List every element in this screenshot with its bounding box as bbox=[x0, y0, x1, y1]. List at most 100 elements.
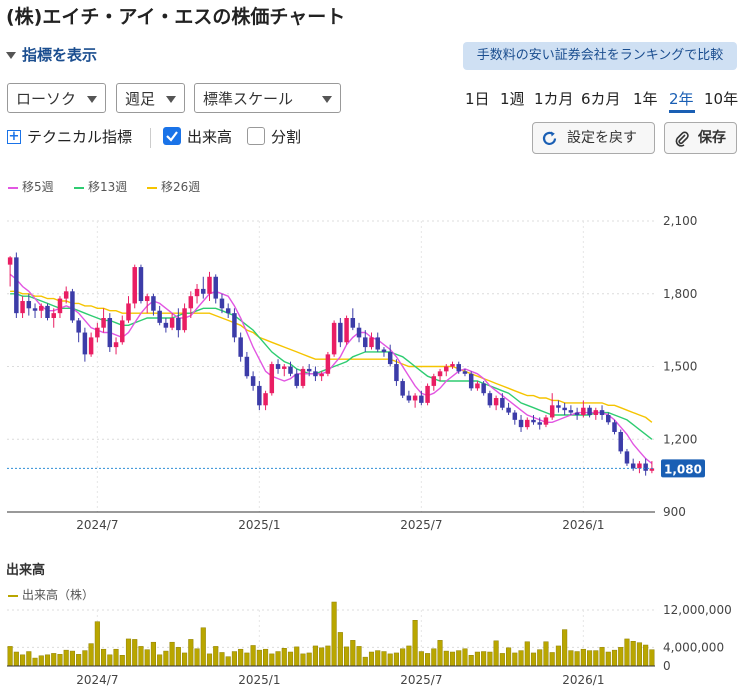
x-tick-label: 2026/1 bbox=[562, 518, 604, 532]
candle bbox=[76, 320, 81, 333]
plus-icon[interactable]: + bbox=[7, 129, 21, 144]
volume-bar bbox=[331, 601, 337, 667]
volume-bar bbox=[125, 638, 132, 667]
volume-bar bbox=[76, 654, 82, 667]
candle bbox=[512, 412, 518, 420]
candle bbox=[475, 383, 480, 389]
candle bbox=[39, 305, 44, 311]
legend-swatch bbox=[74, 186, 84, 189]
volume-bar bbox=[400, 648, 406, 667]
period-6m[interactable]: 6カ月 bbox=[581, 90, 621, 108]
volume-bar bbox=[325, 645, 331, 667]
page-title: (株)エイチ・アイ・エスの株価チャート bbox=[6, 6, 346, 28]
volume-bar bbox=[611, 649, 618, 667]
legend-ma5: 移5週 bbox=[8, 178, 54, 195]
chevron-down-icon bbox=[166, 96, 176, 103]
legend-ma13: 移13週 bbox=[74, 178, 127, 195]
reset-settings-button[interactable]: 設定を戻す bbox=[532, 122, 655, 154]
technical-indicator-link[interactable]: テクニカル指標 bbox=[27, 128, 133, 146]
candle bbox=[238, 337, 243, 357]
interval-select[interactable]: 週足 bbox=[116, 83, 185, 113]
candle bbox=[518, 419, 524, 428]
volume-bar bbox=[238, 648, 244, 667]
volume-checkbox[interactable] bbox=[163, 127, 181, 145]
candle bbox=[394, 364, 399, 382]
candle bbox=[7, 257, 13, 265]
candle bbox=[537, 422, 542, 425]
volume-bar bbox=[630, 641, 636, 667]
volume-legend-label: 出来高（株） bbox=[22, 588, 95, 602]
period-1d[interactable]: 1日 bbox=[465, 90, 490, 108]
candle bbox=[643, 463, 648, 471]
volume-bar bbox=[150, 641, 156, 667]
volume-bar bbox=[562, 629, 568, 667]
volume-bar bbox=[381, 651, 387, 667]
volume-bar bbox=[113, 648, 119, 667]
volume-bar bbox=[418, 651, 424, 667]
volume-x-tick-label: 2025/7 bbox=[400, 673, 442, 687]
candle bbox=[500, 398, 505, 408]
candle bbox=[313, 371, 318, 377]
volume-bar bbox=[281, 648, 287, 667]
candle bbox=[63, 291, 69, 299]
volume-bar bbox=[287, 651, 294, 667]
split-checkbox[interactable] bbox=[247, 127, 265, 145]
candle bbox=[612, 422, 617, 432]
volume-bar bbox=[468, 655, 474, 667]
current-price-tag bbox=[661, 459, 705, 478]
volume-chart[interactable]: 12,000,000 4,000,000 0 2024/7 2025/1 2025/7 2… bbox=[0, 600, 743, 689]
volume-bar bbox=[499, 653, 505, 667]
legend-swatch bbox=[147, 186, 157, 189]
candle bbox=[525, 419, 530, 428]
candle bbox=[169, 318, 175, 328]
divider bbox=[150, 128, 151, 148]
candle bbox=[182, 308, 187, 331]
indicator-toggle[interactable]: 指標を表示 bbox=[6, 44, 97, 65]
candle bbox=[95, 327, 100, 338]
volume-bar bbox=[32, 657, 38, 667]
volume-x-tick-label: 2026/1 bbox=[562, 673, 604, 687]
volume-bar bbox=[431, 648, 437, 667]
candle bbox=[88, 337, 94, 355]
broker-ranking-link[interactable]: 手数料の安い証券会社をランキングで比較 bbox=[463, 42, 737, 70]
refresh-icon bbox=[542, 131, 557, 145]
candle bbox=[556, 405, 561, 408]
volume-bar bbox=[26, 651, 32, 667]
chart-type-select[interactable]: ローソク bbox=[7, 83, 106, 113]
candle bbox=[574, 412, 580, 415]
scale-value: 標準スケール bbox=[203, 90, 294, 108]
candle bbox=[456, 364, 461, 372]
volume-y-tick-label: 4,000,000 bbox=[663, 640, 724, 654]
period-10y[interactable]: 10年 bbox=[704, 90, 739, 108]
price-chart[interactable]: 2,100 1,800 1,500 1,200 900 2024/7 2025/1 2025… bbox=[0, 200, 743, 540]
candle bbox=[157, 310, 162, 323]
candle bbox=[138, 267, 144, 302]
volume-bar bbox=[213, 646, 219, 667]
scale-select[interactable]: 標準スケール bbox=[194, 83, 341, 113]
volume-bar bbox=[574, 651, 580, 667]
save-label: 保存 bbox=[698, 130, 726, 146]
candle bbox=[57, 298, 63, 314]
volume-bar bbox=[182, 652, 188, 667]
candle bbox=[531, 419, 536, 423]
volume-bar bbox=[593, 650, 599, 667]
period-1w[interactable]: 1週 bbox=[500, 90, 525, 108]
candle bbox=[219, 298, 225, 309]
volume-bar bbox=[188, 639, 194, 667]
candle bbox=[606, 415, 611, 423]
candle bbox=[412, 395, 418, 401]
candle bbox=[26, 301, 32, 309]
save-button[interactable]: 保存 bbox=[664, 122, 737, 154]
volume-bar bbox=[7, 646, 13, 667]
period-1y[interactable]: 1年 bbox=[633, 90, 658, 108]
volume-bar bbox=[194, 648, 200, 667]
candle bbox=[45, 305, 50, 318]
candle bbox=[637, 463, 642, 469]
period-1m[interactable]: 1カ月 bbox=[534, 90, 574, 108]
triangle-down-icon bbox=[6, 52, 16, 59]
period-2y[interactable]: 2年 bbox=[669, 90, 694, 108]
volume-bar bbox=[518, 650, 524, 667]
volume-bar bbox=[493, 640, 499, 667]
volume-bar bbox=[20, 654, 26, 667]
volume-checkbox-label: 出来高 bbox=[187, 128, 233, 146]
